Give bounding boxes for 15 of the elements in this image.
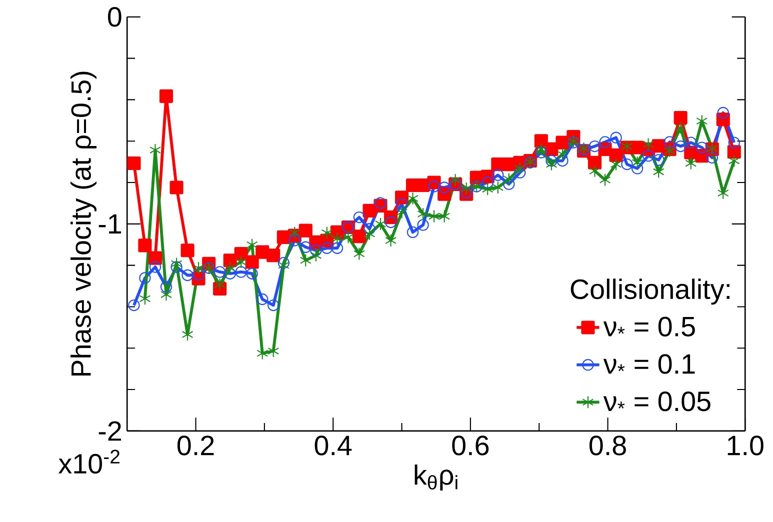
legend-title: Collisionality: <box>570 278 730 305</box>
x-tick-label: 0.8 <box>590 436 626 456</box>
legend-label: ν$_{*}$ = 0.5 <box>603 316 695 337</box>
y-tick-label: -1 <box>98 214 122 234</box>
x-tick-label: 0.2 <box>177 436 214 456</box>
legend-label: ν$_{*}$ = 0.05 <box>603 392 710 412</box>
y-axis-title: Phase velocity (at ρ=0.5) <box>70 72 96 376</box>
legend-label: ν$_{*}$ = 0.1 <box>603 354 695 374</box>
x-axis-title: k$_{θ}$ρ$_{i}$ <box>414 464 458 491</box>
text: x10$^{-2}$ <box>58 450 120 474</box>
x-tick-label: 0.4 <box>314 436 352 456</box>
x-tick-label: 0.6 <box>452 436 489 456</box>
y-tick-label: 0 <box>108 7 122 28</box>
y-tick-label: -2 <box>98 421 121 441</box>
x-tick-label: 1.0 <box>728 436 764 456</box>
